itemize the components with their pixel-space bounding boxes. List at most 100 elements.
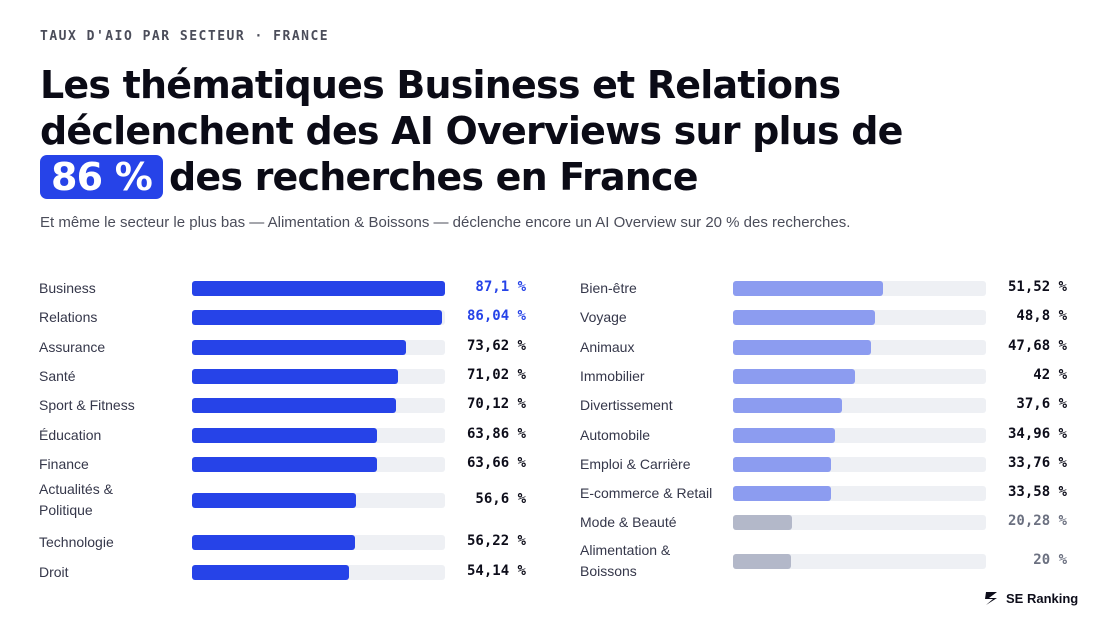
bar-row: E-commerce & Retail 33,58 % bbox=[580, 482, 1070, 504]
bar bbox=[733, 554, 791, 569]
bar bbox=[733, 281, 883, 296]
value-label: 20 % bbox=[1033, 552, 1067, 568]
bar bbox=[733, 310, 875, 325]
category-label: Relations bbox=[39, 308, 98, 325]
bar-row: Finance 63,66 % bbox=[39, 453, 529, 475]
bar-track bbox=[733, 398, 986, 413]
value-label: 42 % bbox=[1033, 367, 1067, 383]
bar bbox=[192, 340, 406, 355]
bar-track bbox=[733, 428, 986, 443]
brand-name: SE Ranking bbox=[1006, 590, 1079, 606]
title-highlight-badge: 86 % bbox=[40, 155, 163, 199]
bar-track bbox=[733, 515, 986, 530]
bar bbox=[192, 369, 398, 384]
bar-row: Mode & Beauté 20,28 % bbox=[580, 511, 1070, 533]
eyebrow-label: TAUX D'AIO PAR SECTEUR · FRANCE bbox=[40, 29, 330, 44]
category-label: Droit bbox=[39, 563, 69, 580]
value-label: 63,86 % bbox=[466, 426, 526, 442]
bar-track bbox=[733, 340, 986, 355]
value-label: 56,22 % bbox=[466, 533, 526, 549]
bar-row: Sport & Fitness 70,12 % bbox=[39, 394, 529, 416]
value-label: 63,66 % bbox=[466, 455, 526, 471]
category-label: Bien-être bbox=[580, 279, 637, 296]
value-label: 70,12 % bbox=[466, 396, 526, 412]
bar-track bbox=[192, 565, 445, 580]
bar-track bbox=[733, 554, 986, 569]
bar bbox=[192, 428, 377, 443]
bar bbox=[733, 428, 835, 443]
bar bbox=[192, 310, 442, 325]
bar-track bbox=[192, 398, 445, 413]
bar-track bbox=[192, 428, 445, 443]
bar-row: Business 87,1 % bbox=[39, 277, 529, 299]
category-label: Immobilier bbox=[580, 367, 645, 384]
category-label: Finance bbox=[39, 455, 89, 472]
category-label: Voyage bbox=[580, 308, 627, 325]
bar-track bbox=[192, 369, 445, 384]
value-label: 33,58 % bbox=[1007, 484, 1067, 500]
title-line-1: Les thématiques Business et Relations bbox=[40, 63, 841, 107]
category-label: Technologie bbox=[39, 533, 114, 550]
page-title: Les thématiques Business et Relations dé… bbox=[40, 62, 1040, 200]
bar-track bbox=[192, 493, 445, 508]
bar bbox=[733, 369, 855, 384]
bar-row: Technologie 56,22 % bbox=[39, 531, 529, 553]
title-line-3: des recherches en France bbox=[169, 155, 699, 199]
bar-row: Voyage 48,8 % bbox=[580, 306, 1070, 328]
value-label: 71,02 % bbox=[466, 367, 526, 383]
bar-row: Animaux 47,68 % bbox=[580, 336, 1070, 358]
value-label: 51,52 % bbox=[1007, 279, 1067, 295]
bar bbox=[192, 281, 445, 296]
bar-track bbox=[192, 340, 445, 355]
value-label: 48,8 % bbox=[1016, 308, 1067, 324]
category-label: Mode & Beauté bbox=[580, 513, 677, 530]
subtitle: Et même le secteur le plus bas — Aliment… bbox=[40, 214, 851, 231]
category-label: Santé bbox=[39, 367, 76, 384]
bar-row: Éducation 63,86 % bbox=[39, 424, 529, 446]
bar-row: Immobilier 42 % bbox=[580, 365, 1070, 387]
bar-track bbox=[733, 281, 986, 296]
bar-row: Assurance 73,62 % bbox=[39, 336, 529, 358]
value-label: 87,1 % bbox=[475, 279, 526, 295]
category-label: Sport & Fitness bbox=[39, 396, 135, 413]
value-label: 56,6 % bbox=[475, 491, 526, 507]
bar bbox=[192, 565, 349, 580]
bar-track bbox=[733, 486, 986, 501]
value-label: 54,14 % bbox=[466, 563, 526, 579]
category-label: Automobile bbox=[580, 426, 651, 443]
category-label: Actualités & Politique bbox=[39, 481, 113, 518]
bar-row: Emploi & Carrière 33,76 % bbox=[580, 453, 1070, 475]
se-ranking-logo-icon bbox=[985, 592, 997, 605]
bar-track bbox=[192, 535, 445, 550]
bar-track bbox=[733, 457, 986, 472]
category-label: Assurance bbox=[39, 338, 106, 355]
bar-row: Relations 86,04 % bbox=[39, 306, 529, 328]
bar-track bbox=[192, 310, 445, 325]
bar-row: Santé 71,02 % bbox=[39, 365, 529, 387]
category-label: Animaux bbox=[580, 338, 635, 355]
value-label: 86,04 % bbox=[466, 308, 526, 324]
bar-track bbox=[192, 281, 445, 296]
title-line-2: déclenchent des AI Overviews sur plus de bbox=[40, 109, 903, 153]
category-label: Emploi & Carrière bbox=[580, 455, 691, 472]
bar-track bbox=[192, 457, 445, 472]
bar bbox=[192, 398, 396, 413]
category-label: Alimentation & Boissons bbox=[580, 542, 671, 579]
bar bbox=[192, 535, 355, 550]
bar bbox=[192, 493, 356, 508]
bar-row: Actualités & Politique 56,6 % bbox=[39, 479, 529, 521]
bar bbox=[733, 457, 831, 472]
bar bbox=[733, 340, 871, 355]
value-label: 37,6 % bbox=[1016, 396, 1067, 412]
category-label: Éducation bbox=[39, 426, 102, 443]
category-label: Divertissement bbox=[580, 396, 673, 413]
bar bbox=[733, 486, 831, 501]
bar-track bbox=[733, 310, 986, 325]
value-label: 73,62 % bbox=[466, 338, 526, 354]
bar-track bbox=[733, 369, 986, 384]
bar-row: Automobile 34,96 % bbox=[580, 424, 1070, 446]
bar bbox=[733, 398, 842, 413]
bar-row: Droit 54,14 % bbox=[39, 561, 529, 583]
value-label: 33,76 % bbox=[1007, 455, 1067, 471]
bar bbox=[192, 457, 377, 472]
